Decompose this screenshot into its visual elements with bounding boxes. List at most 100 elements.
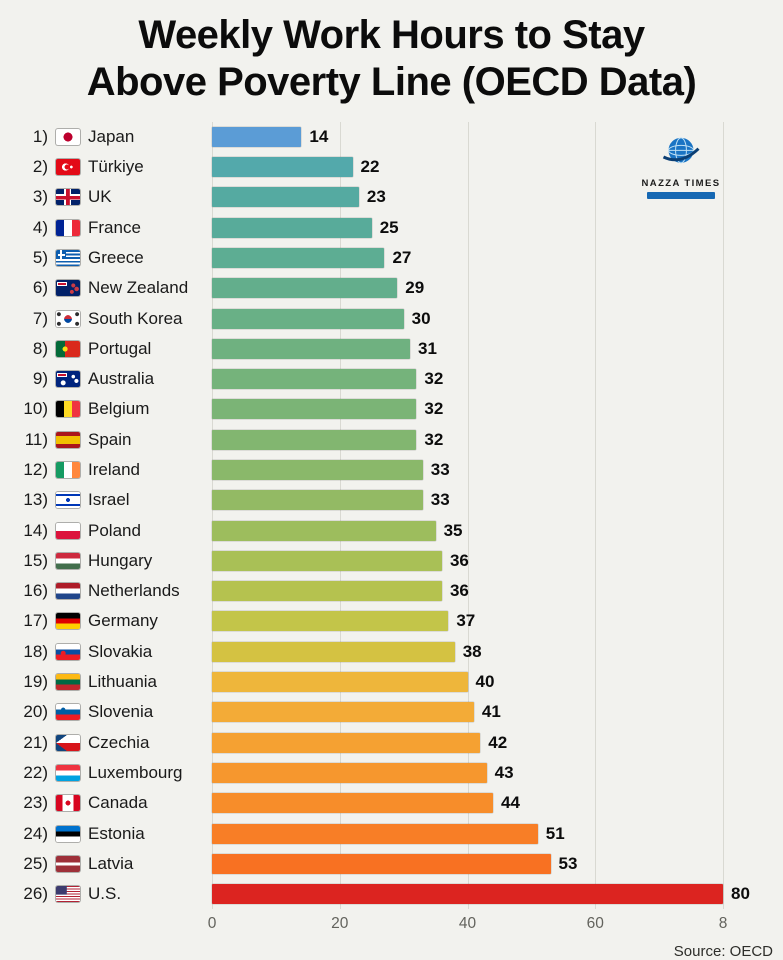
country-label: Portugal <box>88 338 152 358</box>
bar-area: 41 <box>212 702 769 723</box>
country-label: Australia <box>88 369 155 389</box>
bar-area: 33 <box>212 460 769 480</box>
chart-body: 1) Japan 14 2) Türkiye 22 3) UK 23 <box>10 121 769 910</box>
bar-area: 14 <box>212 126 769 147</box>
rank-label: 17) <box>23 611 48 631</box>
latvia-flag-icon <box>56 855 80 872</box>
chart-row: 19) Lithuania 40 <box>10 667 769 697</box>
row-label: 14) Poland <box>10 521 212 541</box>
x-tick-label: 20 <box>331 915 349 933</box>
row-label: 15) Hungary <box>10 551 212 571</box>
czechia-flag-icon <box>56 734 80 751</box>
bar <box>212 338 410 359</box>
row-label: 18) Slovakia <box>10 642 212 662</box>
country-label: UK <box>88 187 112 207</box>
chart-row: 20) Slovenia 41 <box>10 697 769 727</box>
bar-area: 33 <box>212 490 769 511</box>
value-label: 42 <box>488 732 508 752</box>
portugal-flag-icon <box>56 340 80 357</box>
value-label: 38 <box>462 641 482 661</box>
bar <box>212 217 372 238</box>
gridline <box>723 121 724 910</box>
rank-label: 4) <box>32 217 48 237</box>
turkiye-flag-icon <box>56 159 80 176</box>
rank-label: 22) <box>23 762 48 782</box>
value-label: 31 <box>418 338 437 358</box>
rank-label: 7) <box>32 308 48 328</box>
rank-label: 16) <box>23 581 48 601</box>
rank-label: 14) <box>23 520 48 540</box>
poland-flag-icon <box>56 522 80 539</box>
luxembourg-flag-icon <box>56 764 80 781</box>
bar-area: 80 <box>212 884 769 905</box>
bar <box>212 581 442 602</box>
rank-label: 1) <box>32 126 48 146</box>
bar-area: 44 <box>212 793 769 814</box>
spain-flag-icon <box>56 431 80 448</box>
chart-row: 26) U.S. 80 <box>10 879 769 909</box>
bar-area: 42 <box>212 732 769 753</box>
bar <box>212 641 455 662</box>
bar-area: 35 <box>212 520 769 541</box>
value-label: 37 <box>456 611 476 631</box>
bar <box>212 672 468 693</box>
chart-row: 3) UK 23 <box>10 182 769 212</box>
row-label: 20) Slovenia <box>10 702 212 722</box>
canada-flag-icon <box>56 795 80 812</box>
country-label: U.S. <box>88 884 122 904</box>
country-label: Japan <box>88 126 135 146</box>
row-label: 11) Spain <box>10 430 212 450</box>
value-label: 40 <box>475 672 495 692</box>
country-label: New Zealand <box>88 278 189 298</box>
row-label: 2) Türkiye <box>10 157 212 177</box>
chart-row: 12) Ireland 33 <box>10 455 769 485</box>
x-tick-label: 60 <box>586 915 604 933</box>
bar <box>212 520 436 541</box>
country-label: Lithuania <box>88 672 158 692</box>
rank-label: 5) <box>32 247 48 267</box>
country-label: Belgium <box>88 399 150 419</box>
bar <box>212 793 494 814</box>
row-label: 4) France <box>10 218 212 238</box>
chart-row: 13) Israel 33 <box>10 485 769 515</box>
grid-overlay <box>212 121 724 910</box>
value-label: 41 <box>481 702 501 722</box>
row-label: 1) Japan <box>10 127 212 147</box>
gridline <box>212 121 213 910</box>
country-label: Spain <box>88 429 132 449</box>
row-label: 12) Ireland <box>10 460 212 480</box>
chart-row: 1) Japan 14 <box>10 122 769 152</box>
chart-row: 18) Slovakia 38 <box>10 637 769 667</box>
country-label: Israel <box>88 490 130 510</box>
row-label: 26) U.S. <box>10 884 212 904</box>
bar-area: 27 <box>212 247 769 268</box>
chart-row: 9) Australia 32 <box>10 364 769 394</box>
newzealand-flag-icon <box>56 280 80 297</box>
row-label: 5) Greece <box>10 248 212 268</box>
chart-row: 23) Canada 44 <box>10 788 769 818</box>
rank-label: 8) <box>32 338 48 358</box>
chart-row: 15) Hungary 36 <box>10 546 769 576</box>
country-label: Latvia <box>88 853 134 873</box>
chart-row: 21) Czechia 42 <box>10 728 769 758</box>
bar-area: 23 <box>212 187 769 208</box>
value-label: 51 <box>545 823 565 843</box>
rank-label: 23) <box>23 793 48 813</box>
bar <box>212 157 353 178</box>
row-label: 8) Portugal <box>10 339 212 359</box>
value-label: 35 <box>443 520 463 540</box>
france-flag-icon <box>56 219 80 236</box>
bar <box>212 460 423 480</box>
country-label: Estonia <box>88 823 145 843</box>
bar-area: 51 <box>212 823 769 844</box>
bar <box>212 702 474 723</box>
value-label: 44 <box>501 793 520 813</box>
bar-area: 30 <box>212 308 769 329</box>
rank-label: 13) <box>23 490 48 510</box>
value-label: 23 <box>366 187 386 207</box>
chart-title-line2: Above Poverty Line (OECD Data) <box>86 59 697 104</box>
bar <box>212 611 449 632</box>
logo-name-label: NAZZA TIMES <box>641 177 721 189</box>
bar <box>212 853 551 874</box>
bar <box>212 369 417 390</box>
